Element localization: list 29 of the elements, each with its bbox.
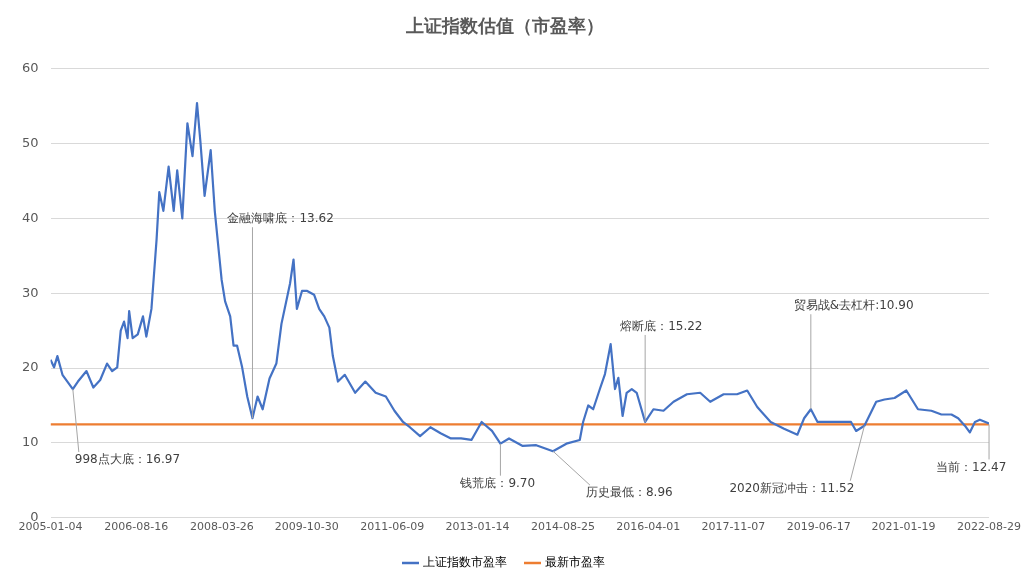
y-tick-label: 20 bbox=[22, 359, 39, 375]
x-tick-label: 2009-10-30 bbox=[274, 520, 339, 534]
x-tick-label: 2022-08-29 bbox=[957, 520, 1022, 534]
x-tick-label: 2016-04-01 bbox=[616, 520, 681, 534]
y-tick-label: 50 bbox=[22, 134, 39, 150]
x-tick-label: 2006-08-16 bbox=[104, 520, 169, 534]
y-tick-label: 40 bbox=[22, 209, 39, 225]
x-tick-label: 2019-06-17 bbox=[786, 520, 851, 534]
chart-title: 上证指数估值（市盈率） bbox=[404, 15, 604, 37]
y-tick-label: 10 bbox=[22, 434, 39, 450]
annotation: 2020新冠冲击：11.52 bbox=[729, 480, 855, 495]
annotation: 钱荒底：9.70 bbox=[459, 475, 536, 490]
x-tick-label: 2013-01-14 bbox=[445, 520, 510, 534]
annotation: 998点大底：16.97 bbox=[74, 452, 181, 467]
annotation: 金融海啸底：13.62 bbox=[227, 211, 334, 226]
legend-label: 上证指数市盈率 bbox=[422, 555, 507, 570]
annotation: 当前：12.47 bbox=[936, 459, 1007, 474]
annotation: 熔断底：15.22 bbox=[620, 319, 703, 334]
annotation: 贸易战&去杠杆:10.90 bbox=[793, 298, 914, 313]
x-tick-label: 2014-08-25 bbox=[531, 520, 595, 534]
x-tick-label: 2005-01-04 bbox=[18, 520, 83, 534]
y-tick-label: 30 bbox=[22, 284, 39, 300]
x-tick-label: 2008-03-26 bbox=[189, 520, 254, 534]
annotation: 历史最低：8.96 bbox=[585, 485, 673, 500]
x-tick-label: 2017-11-07 bbox=[701, 520, 766, 534]
x-tick-label: 2021-01-19 bbox=[871, 520, 936, 534]
y-tick-label: 60 bbox=[22, 59, 39, 75]
legend-label: 最新市盈率 bbox=[544, 555, 605, 570]
x-tick-label: 2011-06-09 bbox=[360, 520, 425, 534]
